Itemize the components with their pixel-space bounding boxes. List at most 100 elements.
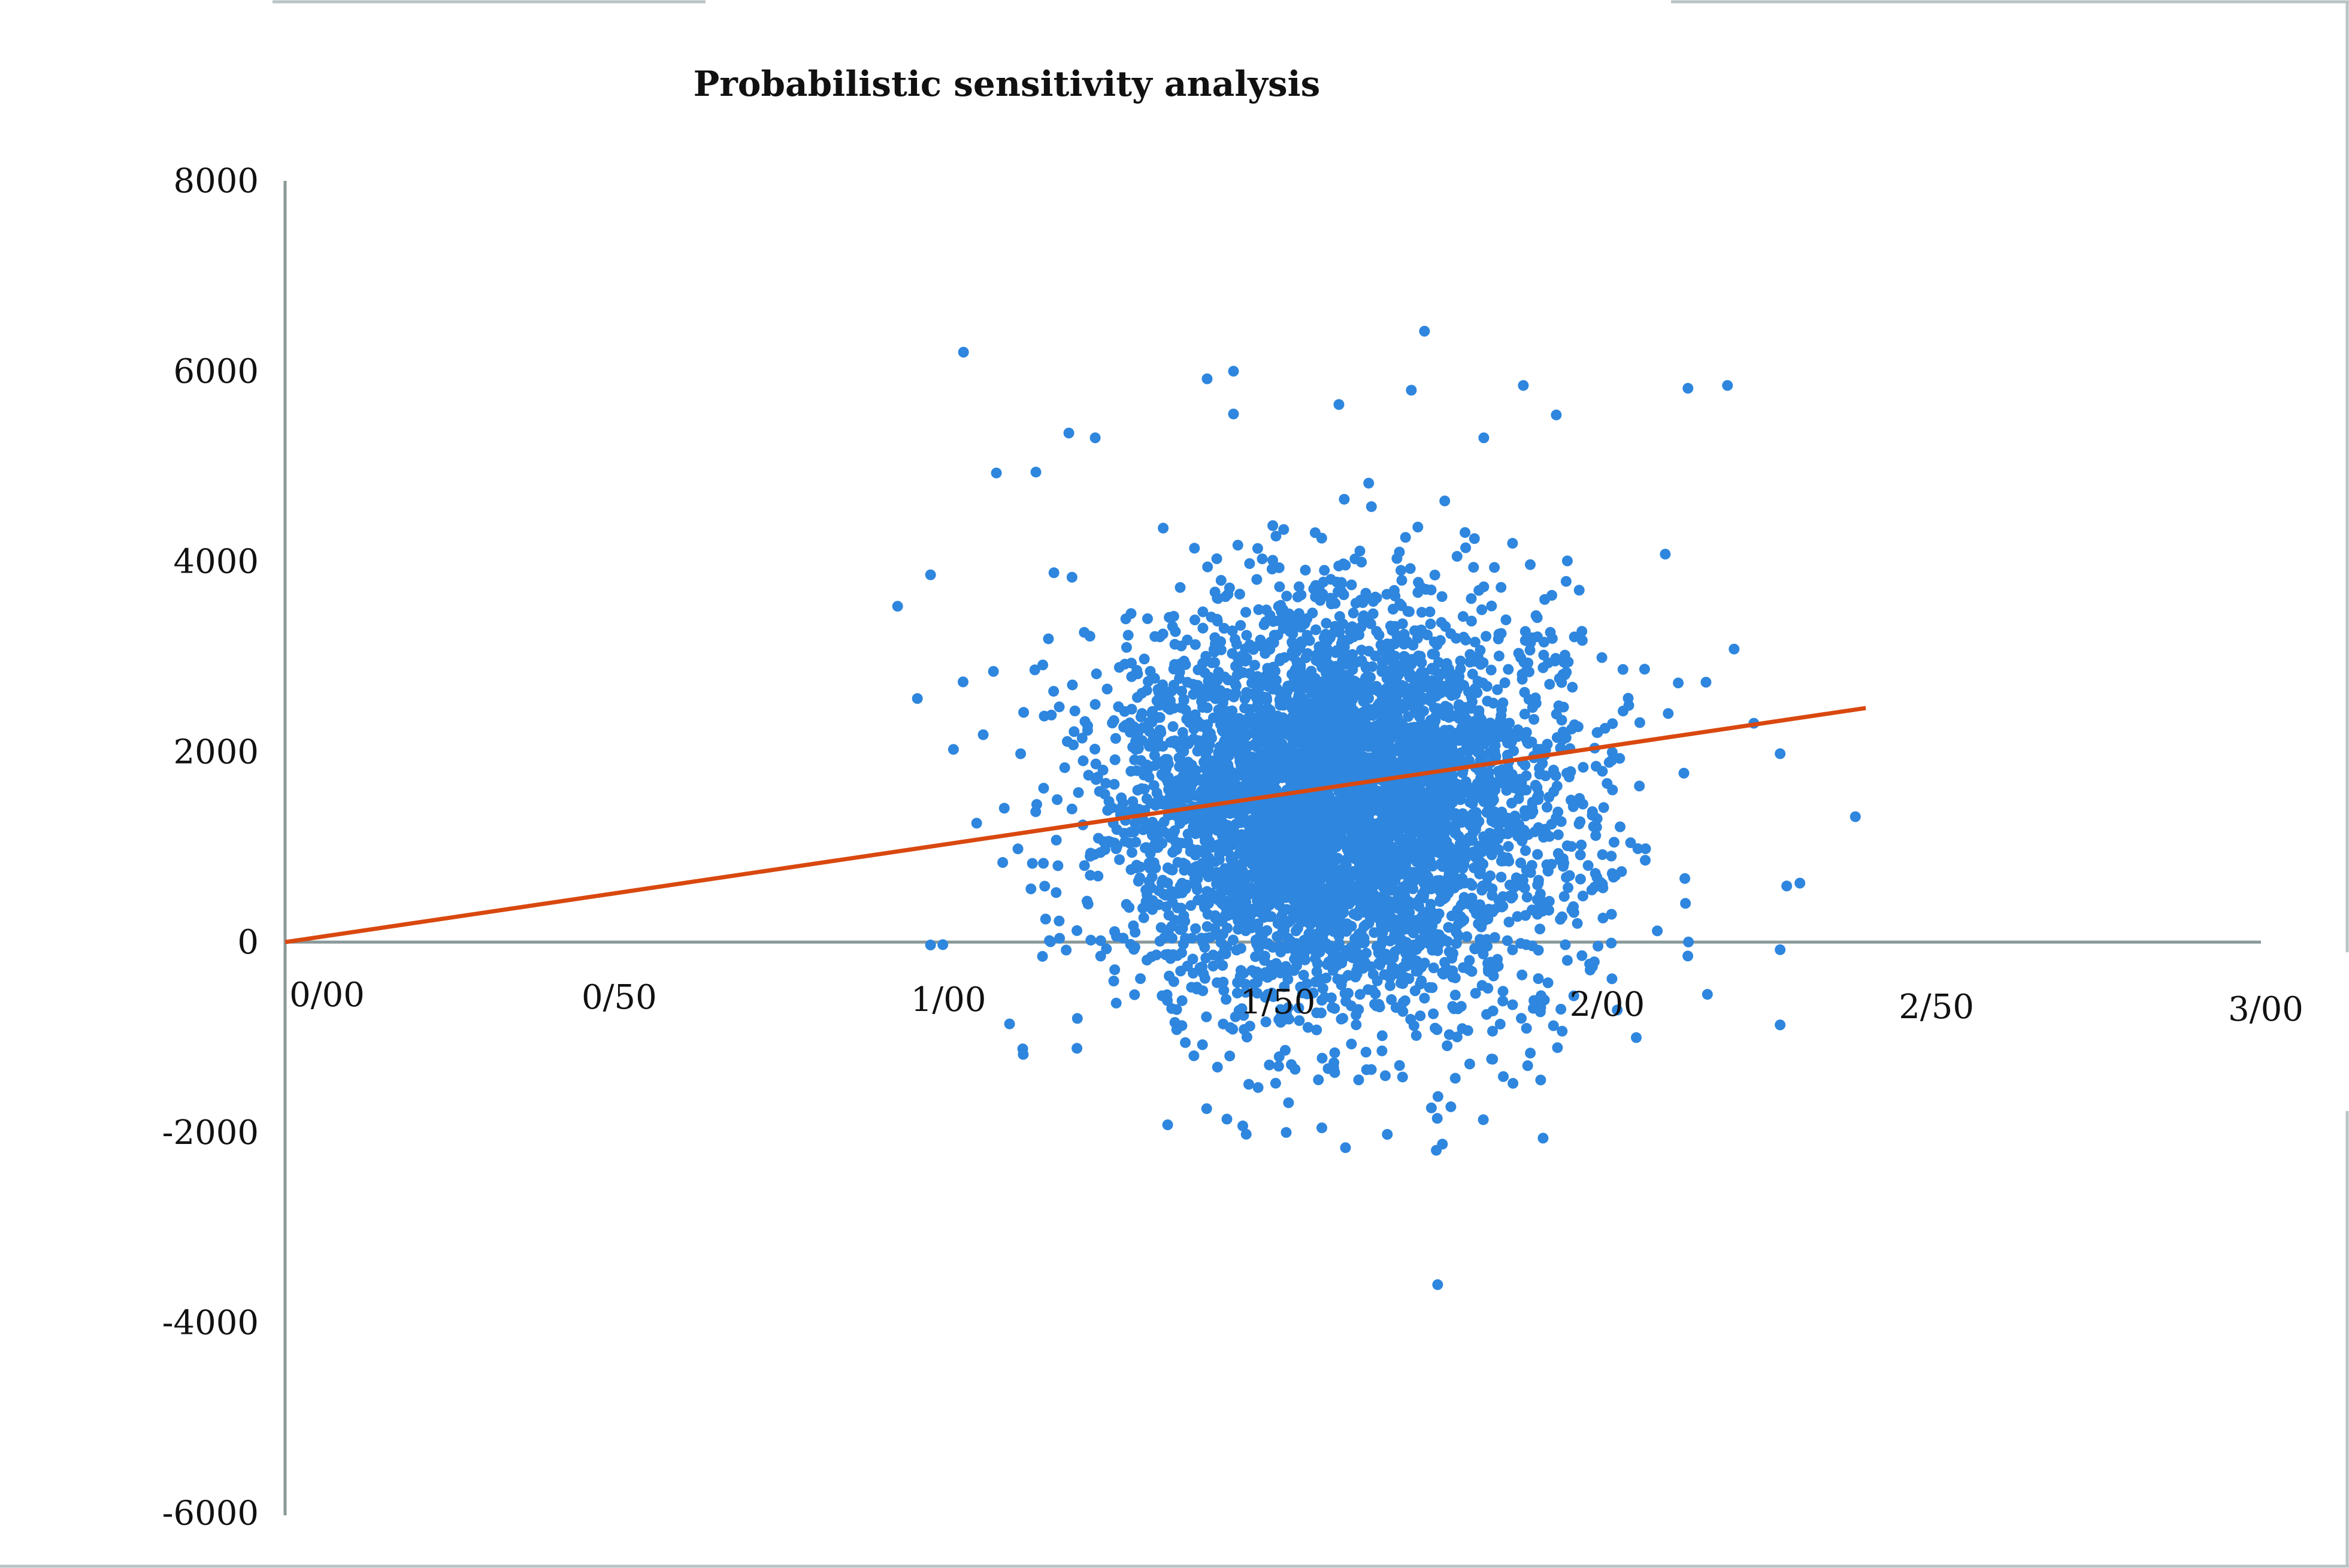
scatter-point <box>1255 841 1267 853</box>
scatter-point <box>1533 822 1544 833</box>
scatter-point <box>1576 635 1588 646</box>
scatter-point <box>1197 606 1209 617</box>
scatter-point <box>1113 662 1125 673</box>
scatter-point <box>1634 717 1645 728</box>
scatter-point <box>1521 727 1532 738</box>
scatter-point <box>1572 918 1583 929</box>
scatter-point <box>1270 531 1282 542</box>
scatter-point <box>1273 615 1284 626</box>
scatter-point <box>1538 649 1549 661</box>
scatter-point <box>1327 952 1339 963</box>
scatter-point <box>1390 932 1401 943</box>
scatter-point <box>1132 692 1143 703</box>
scatter-point <box>1281 728 1292 740</box>
scatter-point <box>1264 853 1275 864</box>
scatter-point <box>1241 1031 1252 1043</box>
scatter-point <box>1493 628 1505 640</box>
scatter-point <box>1236 894 1247 905</box>
scatter-point <box>1535 1074 1546 1086</box>
scatter-point <box>1215 575 1227 586</box>
scatter-point <box>1388 850 1399 861</box>
scatter-point <box>1535 1001 1546 1013</box>
scatter-point <box>1597 912 1609 924</box>
scatter-point <box>1387 604 1398 615</box>
scatter-point <box>1456 722 1467 734</box>
scatter-point <box>1327 918 1338 929</box>
scatter-point <box>1632 843 1643 854</box>
scatter-point <box>1617 664 1628 675</box>
scatter-point <box>1222 879 1233 890</box>
scatter-point <box>1252 543 1263 554</box>
scatter-point <box>1380 785 1391 796</box>
scatter-point <box>1229 688 1240 700</box>
scatter-point <box>1519 882 1530 894</box>
scatter-point <box>1634 780 1645 792</box>
scatter-point <box>1161 774 1172 785</box>
scatter-point <box>1500 614 1512 625</box>
scatter-point <box>1126 804 1137 816</box>
scatter-point <box>1370 823 1381 834</box>
scatter-point <box>1253 871 1264 882</box>
scatter-point <box>1481 767 1492 778</box>
scatter-point <box>1158 798 1170 810</box>
scatter-point <box>1138 912 1149 924</box>
scatter-point <box>1371 1000 1382 1012</box>
scatter-point <box>1375 639 1387 650</box>
scatter-point <box>1321 651 1332 662</box>
scatter-point <box>1219 944 1230 955</box>
scatter-point <box>1029 664 1040 676</box>
scatter-point <box>1336 979 1347 991</box>
scatter-point <box>1487 1054 1499 1065</box>
scatter-point <box>1310 910 1321 921</box>
scatter-point <box>1498 1071 1509 1082</box>
scatter-point <box>1497 891 1509 902</box>
scatter-point <box>1243 762 1254 774</box>
scatter-point <box>1059 762 1070 773</box>
scatter-point <box>1139 783 1150 795</box>
scatter-point <box>1076 732 1088 744</box>
scatter-point <box>1135 973 1146 984</box>
scatter-point <box>1455 663 1466 674</box>
scatter-point <box>1325 815 1337 826</box>
scatter-point <box>1423 834 1434 846</box>
scatter-point <box>1497 721 1508 732</box>
scatter-point <box>1154 631 1166 643</box>
scatter-point <box>1267 520 1279 531</box>
scatter-point <box>1124 727 1136 738</box>
scatter-point <box>1114 854 1125 865</box>
scatter-point <box>1095 935 1106 946</box>
scatter-point <box>1415 581 1426 592</box>
scatter-point <box>1144 726 1155 737</box>
scatter-point <box>1325 695 1337 706</box>
scatter-point <box>1405 851 1416 862</box>
scatter-point <box>1441 836 1452 847</box>
scatter-point <box>1497 901 1509 912</box>
scatter-point <box>1606 973 1618 985</box>
scatter-point <box>1458 962 1469 973</box>
scatter-point <box>1428 962 1439 973</box>
scatter-point <box>1387 625 1398 636</box>
scatter-point <box>1506 797 1517 809</box>
scatter-point <box>1145 862 1156 874</box>
scatter-point <box>998 803 1010 814</box>
scatter-point <box>1221 743 1233 754</box>
scatter-point <box>1392 728 1403 740</box>
scatter-point <box>1421 758 1433 770</box>
scatter-point <box>1542 801 1552 813</box>
scatter-point <box>1337 755 1348 767</box>
scatter-point <box>1486 600 1497 612</box>
scatter-point <box>1378 861 1389 873</box>
scatter-point <box>1252 1082 1264 1093</box>
scatter-point <box>1396 574 1407 586</box>
scatter-point <box>1481 631 1492 642</box>
scatter-point <box>1577 891 1588 901</box>
scatter-point <box>1071 1013 1083 1024</box>
scatter-point <box>1206 612 1217 623</box>
scatter-point <box>988 666 999 677</box>
scatter-point <box>1366 1064 1377 1075</box>
scatter-point <box>1230 1011 1241 1022</box>
scatter-point <box>1449 828 1461 839</box>
scatter-point <box>1267 835 1278 846</box>
scatter-point <box>1532 849 1543 860</box>
scatter-point <box>1525 1048 1536 1059</box>
